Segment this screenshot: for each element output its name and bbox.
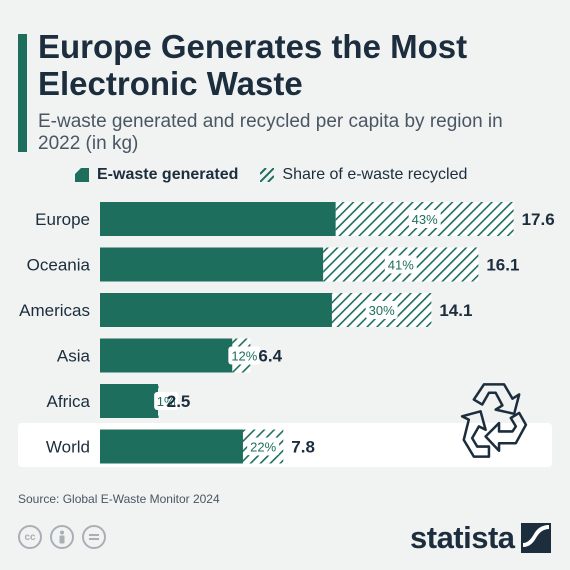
no-derivatives-icon[interactable] xyxy=(82,525,106,549)
legend-swatch-recycled xyxy=(260,168,275,182)
legend-swatch-generated xyxy=(75,168,89,182)
legend-item-generated: E-waste generated xyxy=(75,166,238,184)
category-label-oceania: Oceania xyxy=(27,256,91,275)
percent-pill-americas xyxy=(365,301,398,319)
percent-pill-asia xyxy=(228,346,261,365)
source-note: Source: Global E-Waste Monitor 2024 xyxy=(18,492,220,506)
percent-label-europe: 43% xyxy=(412,212,438,227)
value-label-asia: 6.4 xyxy=(258,347,282,366)
statista-logo[interactable]: statista xyxy=(410,520,551,556)
category-label-americas: Americas xyxy=(19,301,90,320)
license-icons: cc xyxy=(18,525,114,549)
percent-label-asia: 12% xyxy=(231,349,257,364)
percent-label-world: 22% xyxy=(250,440,276,455)
legend-item-recycled: Share of e-waste recycled xyxy=(260,166,467,184)
percent-pill-europe xyxy=(408,210,441,228)
category-label-europe: Europe xyxy=(35,210,90,229)
title-accent-bar xyxy=(18,34,27,152)
legend-label-recycled: Share of e-waste recycled xyxy=(282,166,468,183)
value-label-europe: 17.6 xyxy=(522,210,555,229)
bar-generated-europe xyxy=(100,202,336,236)
percent-label-oceania: 41% xyxy=(388,258,414,273)
logo-text: statista xyxy=(410,520,515,555)
value-label-africa: 2.5 xyxy=(167,392,191,411)
bar-generated-americas xyxy=(100,293,332,327)
percent-pill-africa xyxy=(154,392,179,410)
cc-icon[interactable]: cc xyxy=(18,525,42,549)
bar-generated-africa xyxy=(100,384,159,418)
bar-generated-world xyxy=(100,429,243,464)
legend: E-waste generated Share of e-waste recyc… xyxy=(75,165,489,185)
percent-pill-world xyxy=(247,437,280,456)
value-label-oceania: 16.1 xyxy=(486,256,519,275)
chart-title: Europe Generates the Most Electronic Was… xyxy=(38,28,468,102)
value-label-americas: 14.1 xyxy=(439,301,472,320)
legend-label-generated: E-waste generated xyxy=(97,166,239,183)
category-label-africa: Africa xyxy=(47,392,91,411)
recycle-icon xyxy=(460,383,528,458)
value-label-world: 7.8 xyxy=(291,438,315,457)
percent-label-africa: 1% xyxy=(157,394,176,409)
bar-generated-asia xyxy=(100,338,233,373)
category-label-asia: Asia xyxy=(57,347,91,366)
percent-label-americas: 30% xyxy=(369,303,395,318)
statista-logo-icon xyxy=(520,523,551,553)
attribution-icon[interactable] xyxy=(50,525,74,549)
bar-generated-oceania xyxy=(100,247,324,282)
category-label-world: World xyxy=(46,438,90,457)
bar-chart: Europe 43% 17.6 Oceania 41% 16.1 Americas 30% 14… xyxy=(19,202,555,464)
chart-subtitle: E-waste generated and recycled per capit… xyxy=(38,111,503,154)
percent-pill-oceania xyxy=(384,255,417,274)
